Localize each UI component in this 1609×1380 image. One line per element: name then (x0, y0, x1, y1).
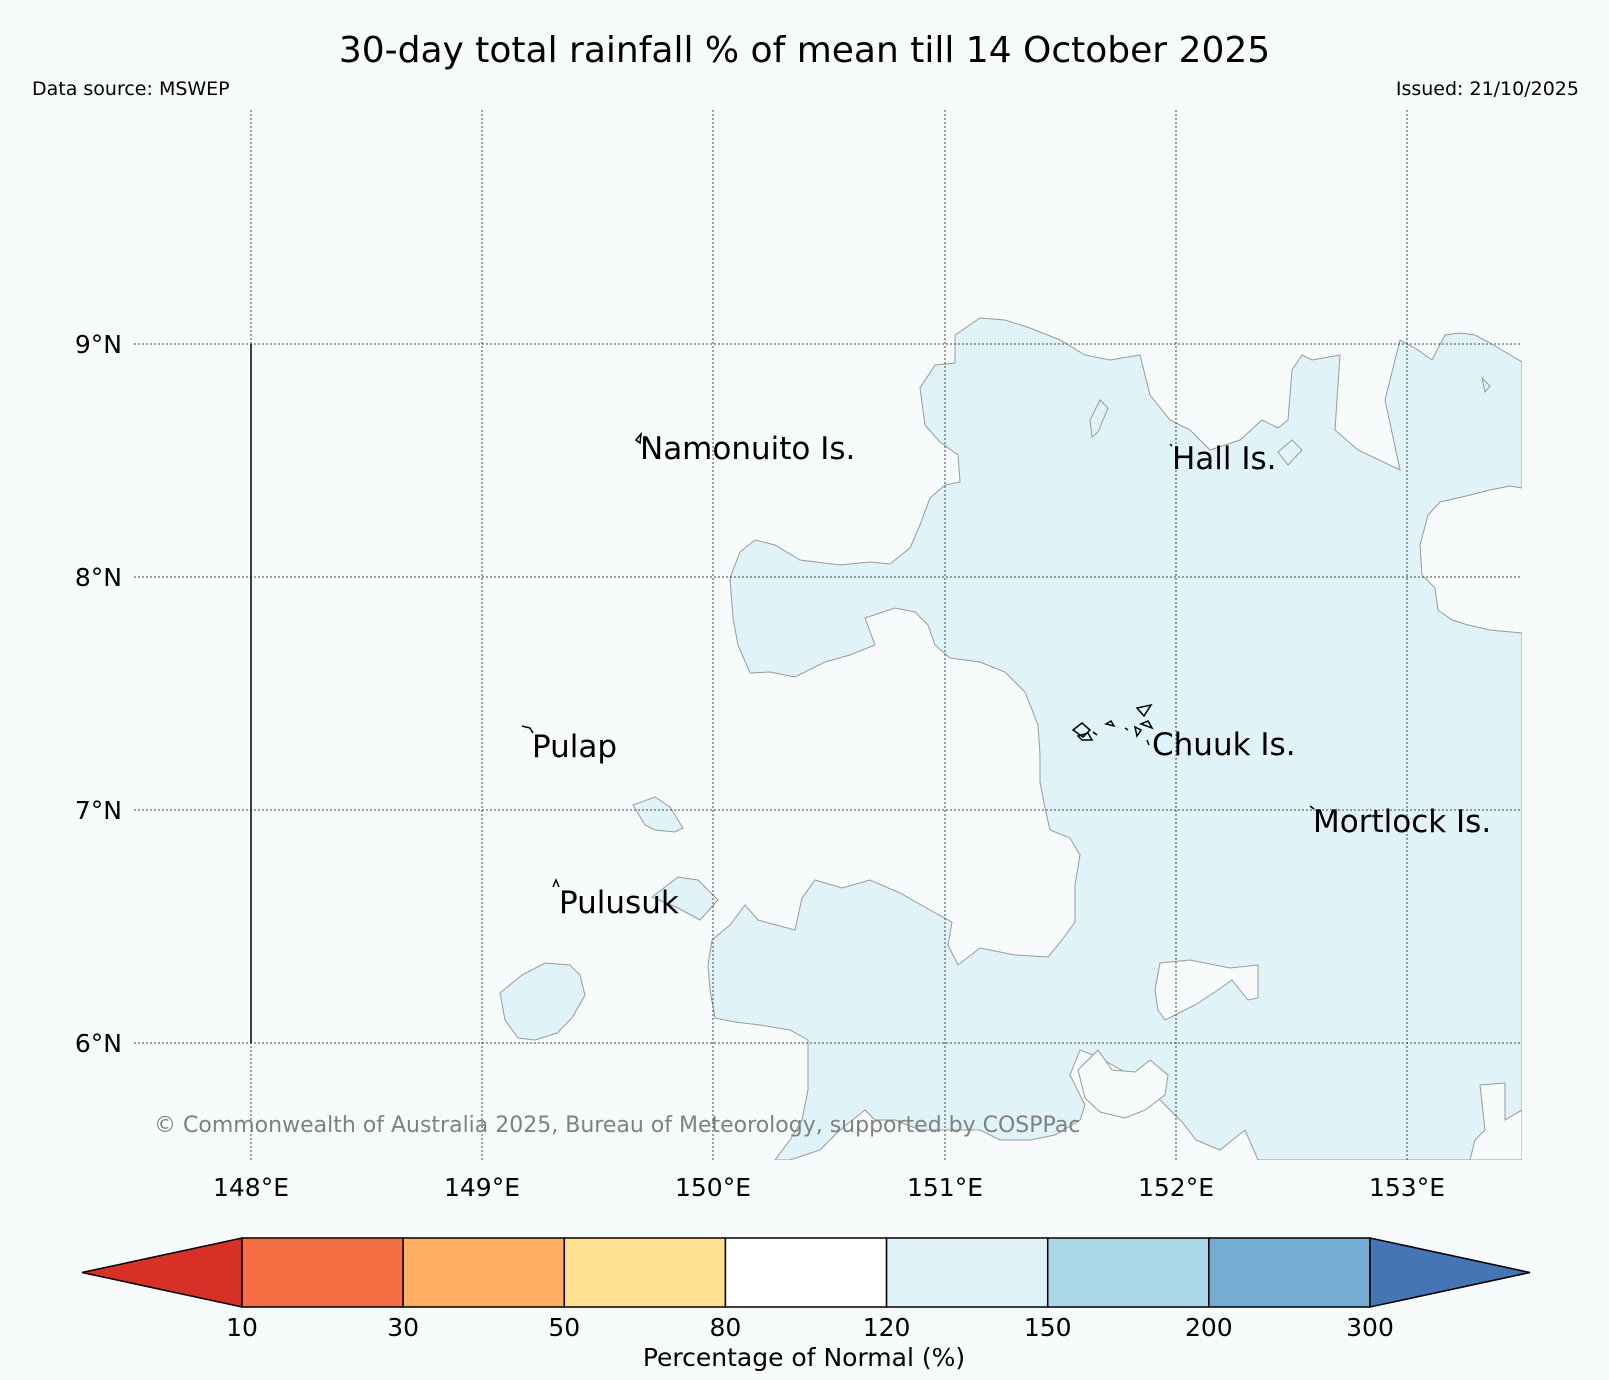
colorbar-tick-30: 30 (387, 1313, 419, 1342)
colorbar-tick-200: 200 (1185, 1313, 1233, 1342)
colorbar-extend-low (81, 1237, 243, 1308)
region-120-150-a (499, 962, 586, 1041)
region-120-150-main (707, 317, 1522, 1160)
label-chuuk: Chuuk Is. (1152, 727, 1296, 763)
lon-label-153e: 153°E (1369, 1173, 1445, 1202)
lon-label-150e: 150°E (675, 1173, 751, 1202)
label-mortlock: Mortlock Is. (1313, 804, 1491, 840)
colorbar-legend (81, 1237, 1531, 1308)
colorbar-segment-150-200 (1046, 1237, 1210, 1308)
colorbar-segment-10-30 (241, 1237, 404, 1308)
copyright-text: © Commonwealth of Australia 2025, Bureau… (154, 1113, 1080, 1138)
issued-date-label: Issued: 21/10/2025 (1395, 78, 1579, 100)
colorbar-tick-300: 300 (1346, 1313, 1394, 1342)
island-markers (521, 431, 1315, 888)
lon-label-152e: 152°E (1138, 1173, 1214, 1202)
colorbar-segment-50-80 (563, 1237, 727, 1308)
colorbar-extend-high (1369, 1237, 1531, 1308)
lat-label-8n: 8°N (75, 563, 122, 592)
colorbar-tick-50: 50 (548, 1313, 580, 1342)
colorbar-tick-10: 10 (226, 1313, 258, 1342)
rainfall-shading (499, 317, 1522, 1160)
region-120-150-c (651, 876, 719, 921)
lon-label-151e: 151°E (907, 1173, 983, 1202)
chuuk-islands (1071, 703, 1154, 746)
lat-label-6n: 6°N (75, 1029, 122, 1058)
pulusuk-island (552, 878, 560, 888)
colorbar-tick-80: 80 (710, 1313, 742, 1342)
hall-island (1169, 443, 1173, 447)
lon-labels: 148°E 149°E 150°E 151°E 152°E 153°E (213, 1173, 1445, 1202)
mortlock-island (1309, 805, 1315, 810)
label-pulap: Pulap (532, 729, 617, 765)
colorbar-title: Percentage of Normal (%) (643, 1343, 965, 1372)
place-labels: Namonuito Is. Hall Is. Pulap Chuuk Is. M… (532, 431, 1491, 921)
colorbar-tick-150: 150 (1024, 1313, 1072, 1342)
pulap-island (521, 725, 534, 734)
lat-label-9n: 9°N (75, 330, 122, 359)
lat-label-7n: 7°N (75, 796, 122, 825)
normal-holes (1077, 959, 1522, 1160)
lat-labels: 9°N 8°N 7°N 6°N (75, 330, 122, 1058)
label-namonuito: Namonuito Is. (640, 431, 855, 467)
lon-label-149e: 149°E (444, 1173, 520, 1202)
data-source-label: Data source: MSWEP (32, 78, 230, 100)
colorbar-segment-120-150 (885, 1237, 1049, 1308)
colorbar-segment-200-300 (1208, 1237, 1371, 1308)
namonuito-island (634, 431, 643, 445)
label-hall: Hall Is. (1172, 441, 1277, 477)
colorbar-tick-120: 120 (863, 1313, 911, 1342)
colorbar-ticks: 10 30 50 80 120 150 200 300 (226, 1313, 1394, 1342)
map-title: 30-day total rainfall % of mean till 14 … (338, 30, 1271, 71)
colorbar-segment-30-50 (402, 1237, 566, 1308)
colorbar-segment-80-120 (724, 1237, 888, 1308)
lon-label-148e: 148°E (213, 1173, 289, 1202)
region-120-150-b (632, 796, 684, 833)
label-pulusuk: Pulusuk (559, 885, 679, 921)
